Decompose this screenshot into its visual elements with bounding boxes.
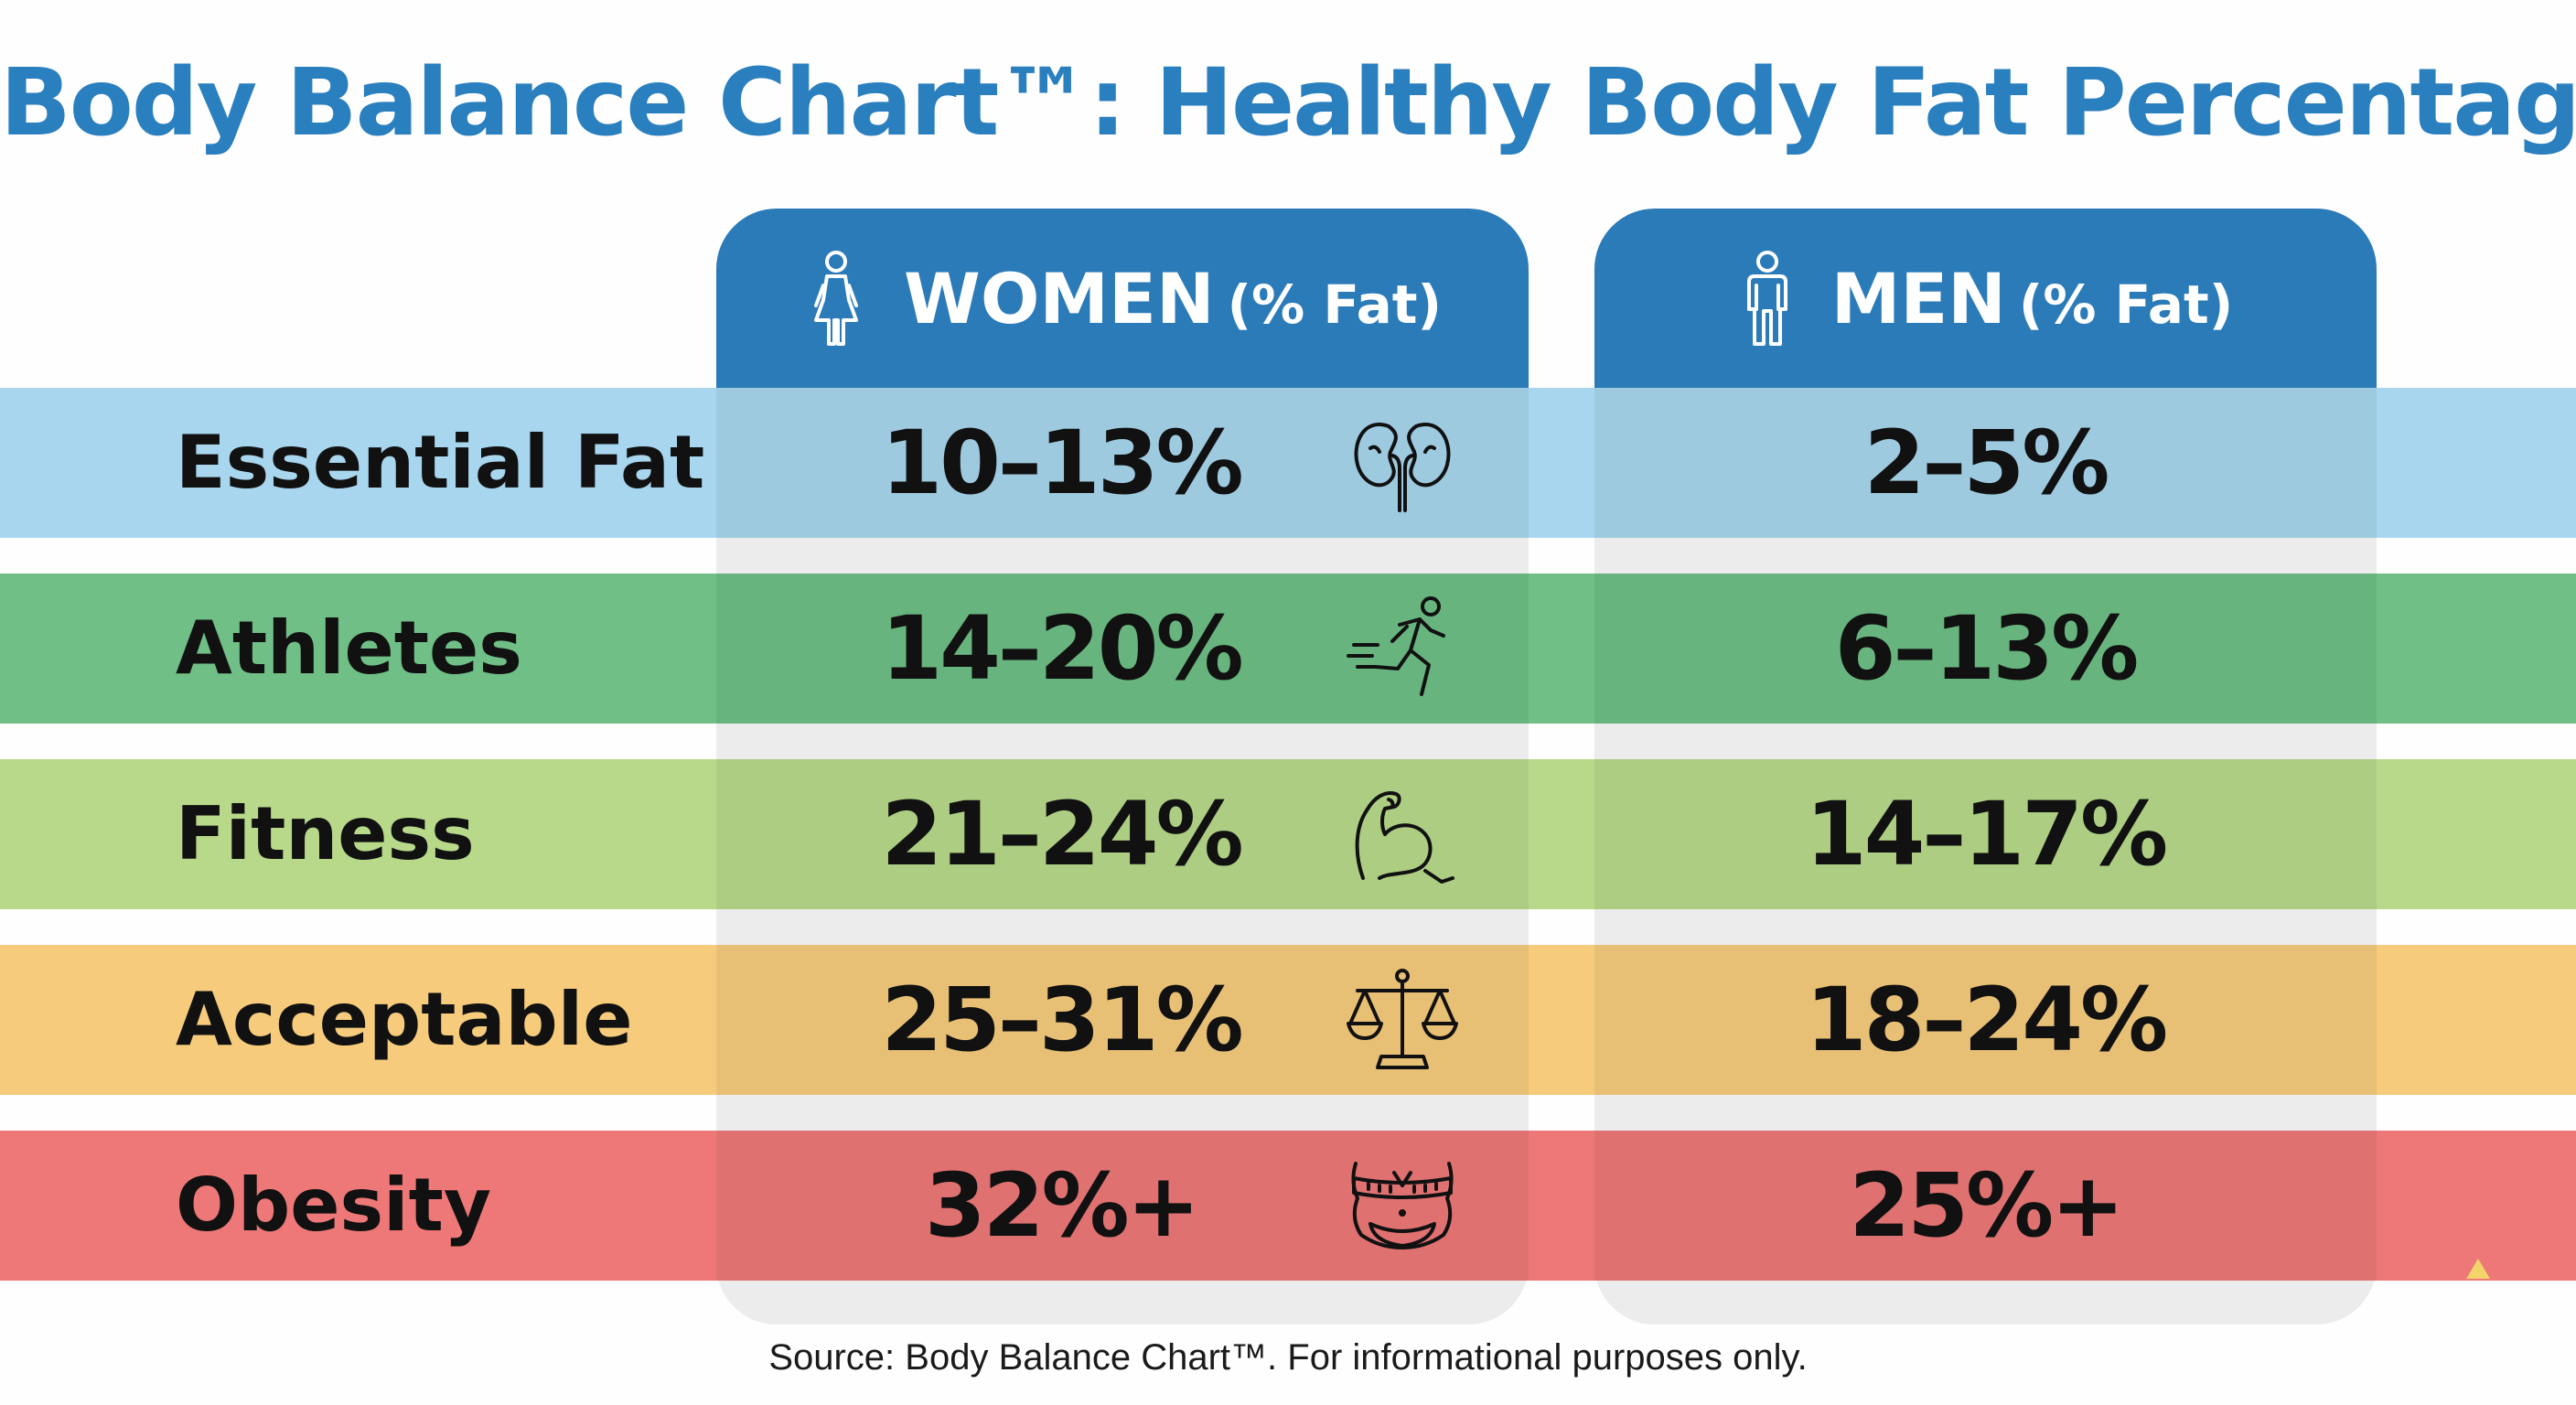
women-value: 21–24% — [881, 783, 1243, 885]
men-column-header: MEN (% Fat) — [1594, 209, 2377, 388]
men-value: 25%+ — [1849, 1154, 2124, 1257]
women-value: 10–13% — [881, 412, 1243, 514]
category-label: Acceptable — [176, 977, 633, 1062]
women-value: 32%+ — [924, 1154, 1200, 1257]
women-column-header: WOMEN (% Fat) — [716, 209, 1529, 388]
category-label: Obesity — [176, 1163, 491, 1248]
men-header-label: MEN — [1830, 257, 2006, 339]
row-obesity: Obesity 32%+ 25%+ — [0, 1131, 2576, 1281]
women-value: 25–31% — [881, 969, 1243, 1071]
waist-tape-icon — [1343, 1151, 1462, 1260]
man-icon — [1738, 249, 1797, 348]
row-essential-fat: Essential Fat 10–13% 2–5% — [0, 388, 2576, 538]
category-label: Fitness — [176, 791, 475, 876]
row-athletes: Athletes 14–20% 6–13% — [0, 574, 2576, 724]
men-value: 2–5% — [1863, 412, 2110, 514]
category-label: Athletes — [176, 606, 522, 691]
women-value: 14–20% — [881, 597, 1243, 700]
row-acceptable: Acceptable 25–31% 18–24% — [0, 945, 2576, 1095]
men-header-unit: (% Fat) — [2018, 273, 2234, 336]
woman-icon — [803, 249, 869, 348]
sparkle-icon — [2464, 1257, 2492, 1284]
men-value: 6–13% — [1834, 597, 2140, 700]
chart-title: Body Balance Chart™: Healthy Body Fat Pe… — [0, 48, 2576, 157]
balance-scale-icon — [1343, 965, 1462, 1075]
men-value: 14–17% — [1805, 783, 2168, 885]
category-label: Essential Fat — [176, 420, 705, 505]
runner-icon — [1343, 594, 1462, 703]
kidneys-icon — [1343, 408, 1462, 518]
source-note: Source: Body Balance Chart™. For informa… — [768, 1337, 1808, 1378]
women-header-label: WOMEN — [903, 257, 1215, 339]
women-header-unit: (% Fat) — [1227, 273, 1442, 336]
flexed-arm-icon — [1343, 779, 1462, 889]
men-value: 18–24% — [1805, 969, 2168, 1071]
row-fitness: Fitness 21–24% 14–17% — [0, 759, 2576, 909]
